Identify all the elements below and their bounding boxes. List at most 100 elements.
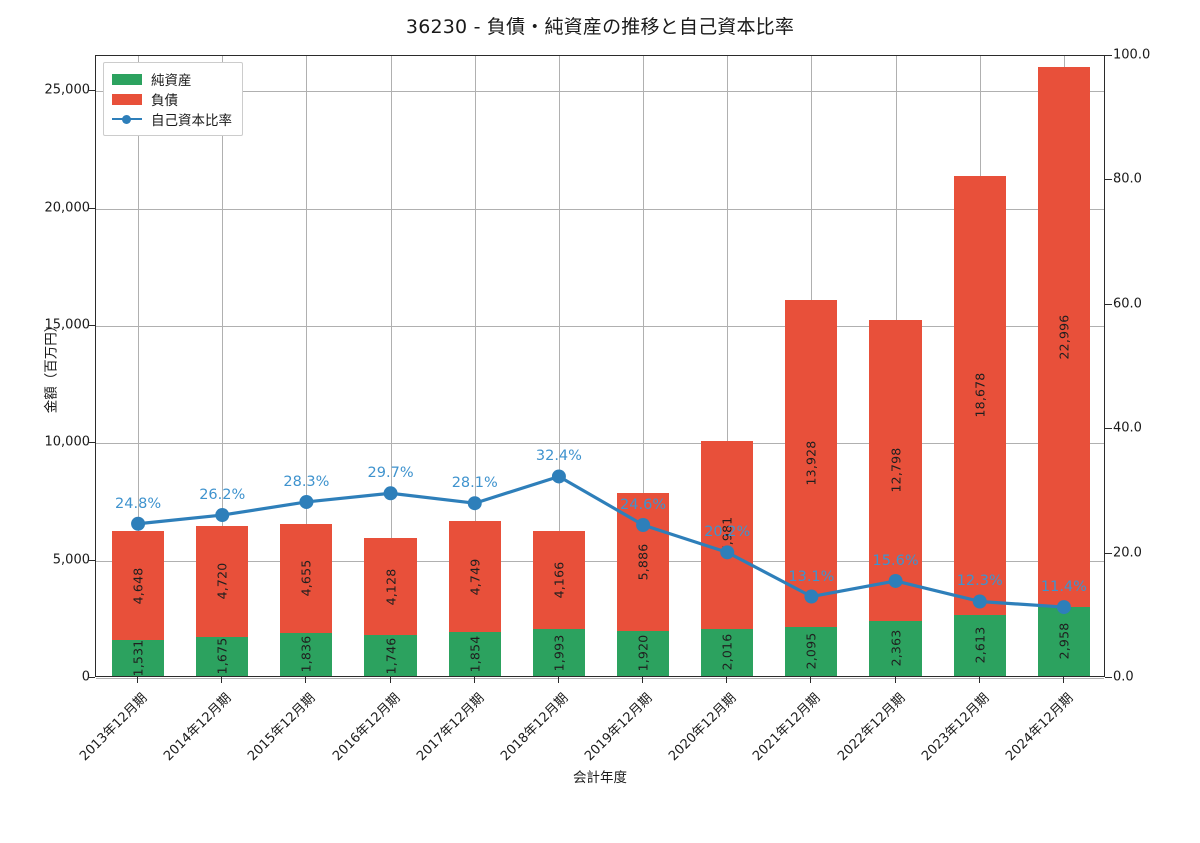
ratio-line — [96, 56, 1104, 676]
bar-segment-liabilities: 4,166 — [532, 531, 585, 630]
y-tick-mark-right — [1105, 428, 1112, 430]
bar-stack: 4,720 1,675 — [196, 525, 249, 676]
bar-stack: 12,798 2,363 — [869, 320, 922, 676]
ratio-marker — [636, 517, 651, 532]
legend-item-equity: 純資産 — [112, 69, 232, 89]
ratio-value-label: 11.4% — [1040, 579, 1087, 596]
gridline-horizontal — [96, 443, 1104, 445]
x-tick-mark — [221, 677, 223, 683]
ratio-value-label: 26.2% — [199, 487, 246, 504]
x-tick-mark — [389, 677, 391, 683]
legend-label-equity-ratio: 自己資本比率 — [151, 113, 232, 129]
gridline-horizontal — [96, 678, 1104, 679]
x-tick-mark — [978, 677, 980, 683]
y-tick-label-right: 20.0 — [1113, 545, 1142, 561]
gridline-horizontal — [96, 325, 1104, 327]
bar-segment-liabilities: 12,798 — [869, 320, 922, 621]
bar-segment-equity: 2,958 — [1037, 606, 1090, 676]
bar-segment-equity: 2,095 — [785, 626, 838, 676]
ratio-polyline — [136, 474, 1066, 609]
y-axis-label-left: 金額（百万円） — [43, 318, 60, 414]
y-tick-mark-left — [88, 442, 95, 444]
bar-stack: 18,678 2,613 — [953, 176, 1006, 676]
gridline-vertical — [727, 56, 729, 676]
bar-segment-liabilities: 7,981 — [701, 441, 754, 629]
y-tick-mark-right — [1105, 179, 1112, 181]
ratio-marker — [131, 516, 146, 531]
legend-item-equity-ratio: 自己資本比率 — [112, 109, 232, 129]
y-tick-mark-left — [88, 677, 95, 678]
bar-stack: 4,166 1,993 — [532, 531, 585, 676]
ratio-value-label: 15.6% — [872, 552, 919, 569]
legend-label-equity: 純資産 — [151, 73, 192, 89]
legend-swatch-equity-ratio — [112, 114, 142, 125]
ratio-value-label: 12.3% — [956, 573, 1003, 590]
ratio-value-label: 24.6% — [620, 496, 667, 513]
x-tick-mark — [894, 677, 896, 683]
bar-segment-equity: 1,920 — [616, 630, 670, 676]
bar-stack: 4,655 1,836 — [280, 523, 333, 676]
ratio-value-label: 29.7% — [367, 465, 414, 482]
y-tick-label-left: 10,000 — [44, 434, 91, 450]
y-tick-mark-right — [1105, 677, 1112, 678]
legend-item-liabilities: 負債 — [112, 89, 232, 109]
bar-segment-equity: 1,854 — [448, 632, 501, 676]
gridline-vertical — [138, 56, 140, 676]
ratio-value-label: 32.4% — [535, 448, 582, 465]
bar-segment-liabilities: 4,648 — [111, 530, 165, 641]
bar-segment-equity: 1,746 — [364, 635, 417, 676]
ratio-marker — [972, 594, 987, 609]
ratio-marker — [383, 486, 398, 501]
chart-legend: 純資産 負債 自己資本比率 — [103, 62, 243, 136]
bar-segment-equity: 2,613 — [953, 614, 1006, 676]
y-tick-mark-right — [1105, 303, 1112, 305]
x-tick-mark — [726, 677, 728, 683]
bar-segment-equity: 1,836 — [280, 632, 333, 676]
ratio-marker — [888, 573, 903, 588]
y-tick-label-left: 15,000 — [44, 317, 91, 333]
x-tick-mark — [137, 677, 139, 683]
x-tick-mark — [473, 677, 475, 683]
bar-segment-equity: 1,531 — [111, 640, 165, 676]
ratio-marker — [299, 494, 314, 509]
legend-swatch-liabilities — [112, 93, 142, 105]
ratio-marker — [720, 545, 735, 560]
bar-stack: 7,981 2,016 — [701, 441, 754, 676]
x-tick-mark — [642, 677, 644, 683]
y-tick-label-right: 40.0 — [1113, 420, 1142, 436]
bar-segment-liabilities: 4,128 — [364, 538, 417, 636]
chart-figure: 36230 - 負債・純資産の推移と自己資本比率 金額（百万円） 自己資本比率（… — [43, 16, 1151, 786]
y-tick-mark-left — [88, 207, 95, 209]
gridline-vertical — [222, 56, 224, 676]
ratio-marker — [551, 469, 566, 484]
ratio-marker — [1056, 600, 1071, 615]
y-tick-label-right: 80.0 — [1113, 171, 1142, 187]
ratio-line-svg — [131, 469, 1071, 615]
y-tick-mark-left — [88, 324, 95, 326]
bar-stack: 4,749 1,854 — [448, 521, 501, 676]
ratio-marker — [215, 508, 230, 523]
gridline-vertical — [474, 56, 476, 676]
gridline-vertical — [558, 56, 560, 676]
x-tick-mark — [305, 677, 307, 683]
bars: 4,648 1,531 4,720 1,675 4,655 1,836 4,128 1,746… — [96, 56, 1104, 676]
y-tick-mark-left — [88, 559, 95, 561]
chart-title: 36230 - 負債・純資産の推移と自己資本比率 — [405, 16, 795, 38]
gridline-horizontal — [96, 208, 1104, 210]
legend-label-liabilities: 負債 — [151, 93, 178, 109]
bar-segment-liabilities: 22,996 — [1037, 66, 1090, 607]
legend-swatch-equity — [112, 73, 142, 85]
y-tick-label-left: 20,000 — [44, 200, 91, 216]
bar-segment-liabilities: 4,749 — [448, 521, 501, 633]
y-tick-mark-right — [1105, 55, 1112, 56]
bar-segment-equity: 2,016 — [701, 628, 754, 676]
ratio-value-label: 20.2% — [704, 524, 751, 541]
x-axis-label: 会計年度 — [573, 770, 627, 786]
bar-segment-equity: 2,363 — [869, 620, 922, 676]
y-tick-label-right: 100.0 — [1113, 47, 1151, 63]
gridline-horizontal — [96, 560, 1104, 562]
x-tick-mark — [810, 677, 812, 683]
bar-segment-equity: 1,675 — [196, 636, 249, 676]
ratio-value-label: 24.8% — [115, 495, 162, 512]
y-tick-mark-right — [1105, 552, 1112, 554]
